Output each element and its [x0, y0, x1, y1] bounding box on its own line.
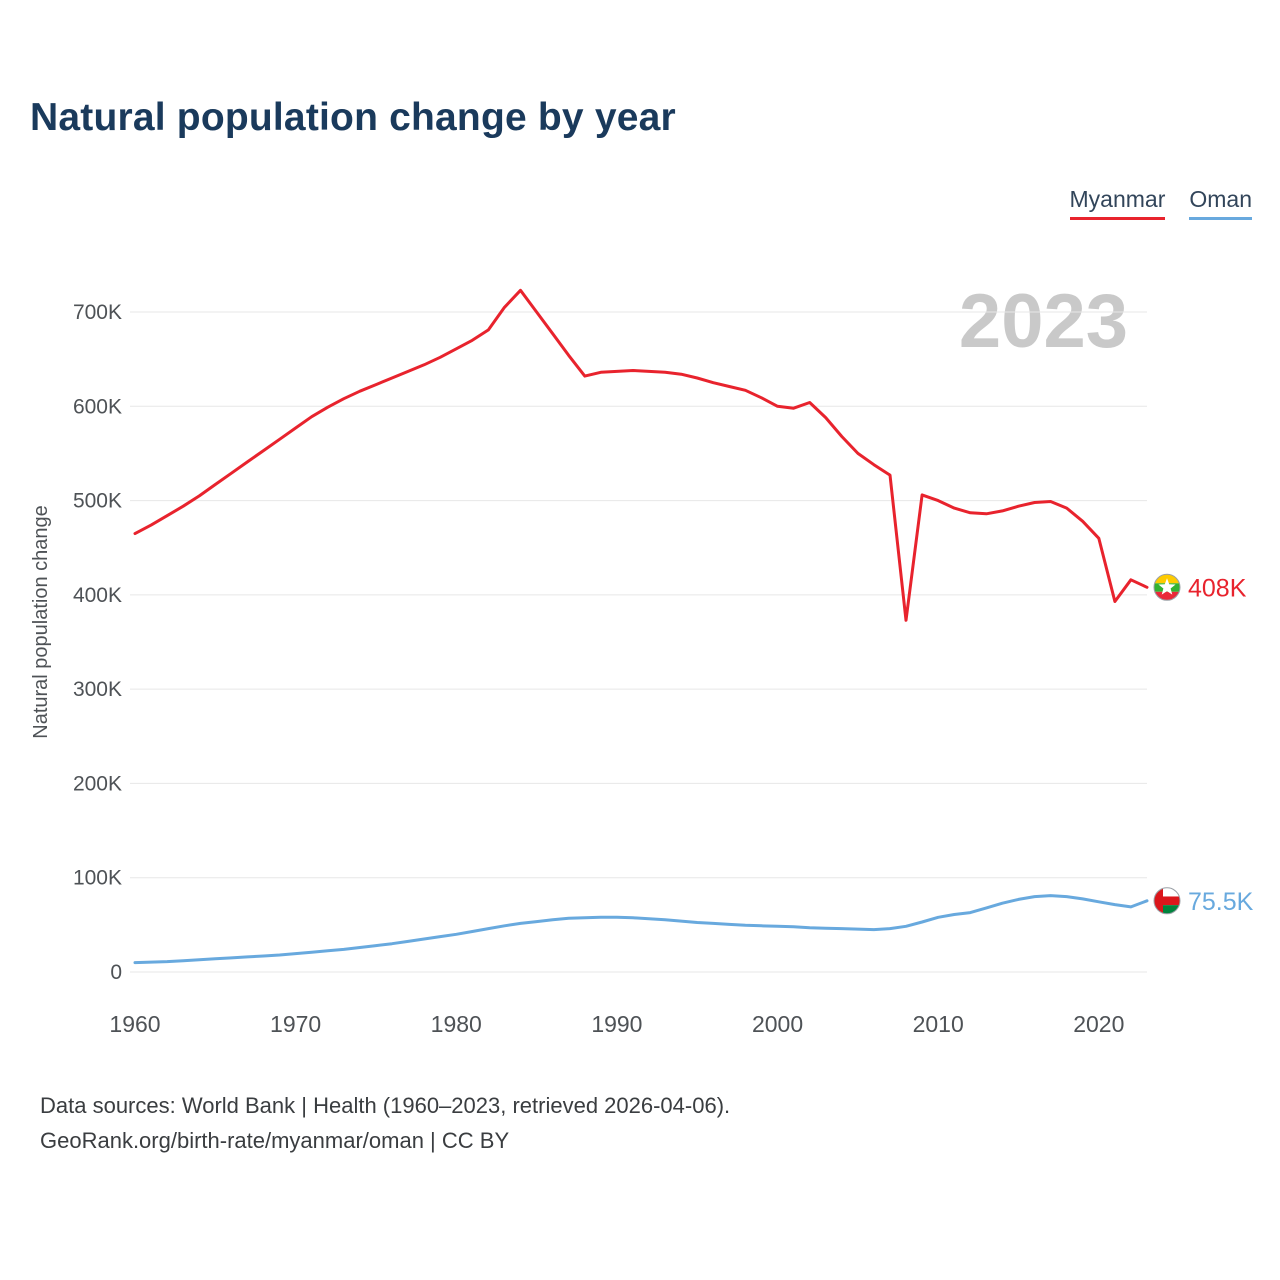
x-tick-label: 1970: [270, 1011, 321, 1037]
oman-flag-icon: [1153, 887, 1181, 915]
myanmar-flag-icon: [1153, 573, 1181, 601]
myanmar-line: [133, 288, 1149, 622]
legend: Myanmar Oman: [1069, 186, 1252, 220]
end-markers: 408K 75.5K: [1153, 573, 1254, 916]
axis-tick-labels: 0 100K 200K 300K 400K 500K 600K 700K 1960 1970 198…: [73, 301, 1124, 1037]
x-tick-label: 2010: [913, 1011, 964, 1037]
attribution-line: GeoRank.org/birth-rate/myanmar/oman | CC…: [40, 1128, 510, 1153]
oman-line: [133, 894, 1149, 965]
y-tick-label: 600K: [73, 395, 122, 418]
gridlines: [130, 311, 1147, 973]
y-tick-label: 500K: [73, 490, 122, 513]
y-tick-label: 300K: [73, 678, 122, 701]
page-title: Natural population change by year: [30, 96, 676, 139]
x-tick-label: 2020: [1073, 1011, 1124, 1037]
year-watermark: 2023: [959, 279, 1128, 364]
y-tick-label: 700K: [73, 301, 122, 324]
footer: Data sources: World Bank | Health (1960–…: [40, 1088, 730, 1158]
oman-end-label: 75.5K: [1188, 888, 1254, 916]
y-tick-label: 100K: [73, 867, 122, 890]
data-source-line: Data sources: World Bank | Health (1960–…: [40, 1093, 731, 1118]
myanmar-end-label: 408K: [1188, 574, 1247, 602]
legend-item-myanmar[interactable]: Myanmar: [1069, 186, 1166, 220]
y-tick-label: 400K: [73, 584, 122, 607]
legend-item-oman[interactable]: Oman: [1189, 186, 1252, 220]
x-tick-label: 2000: [752, 1011, 803, 1037]
x-tick-label: 1990: [591, 1011, 642, 1037]
x-tick-label: 1960: [109, 1011, 160, 1037]
y-axis-label: Natural population change: [30, 505, 52, 739]
x-tick-label: 1980: [431, 1011, 482, 1037]
series-lines: [133, 288, 1149, 965]
y-tick-label: 200K: [73, 772, 122, 795]
y-tick-label: 0: [110, 961, 122, 984]
